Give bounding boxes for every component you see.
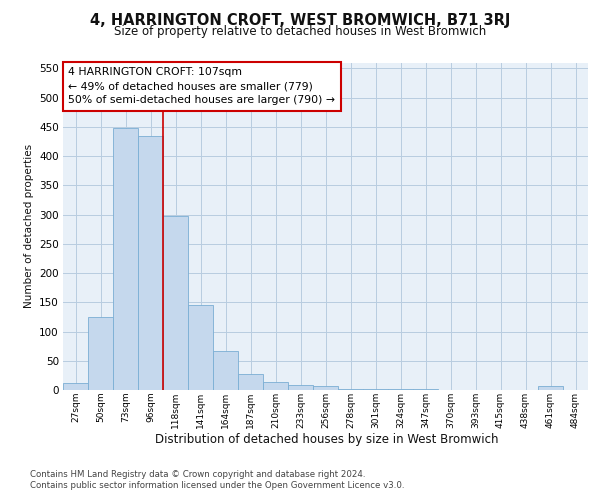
Text: Size of property relative to detached houses in West Bromwich: Size of property relative to detached ho… — [114, 25, 486, 38]
Bar — [213, 351, 238, 390]
Bar — [238, 374, 263, 390]
Text: 4 HARRINGTON CROFT: 107sqm
← 49% of detached houses are smaller (779)
50% of sem: 4 HARRINGTON CROFT: 107sqm ← 49% of deta… — [68, 68, 335, 106]
Bar — [288, 386, 313, 390]
Text: 4, HARRINGTON CROFT, WEST BROMWICH, B71 3RJ: 4, HARRINGTON CROFT, WEST BROMWICH, B71 … — [90, 12, 510, 28]
Bar — [88, 318, 113, 390]
Bar — [188, 305, 213, 390]
Text: Contains HM Land Registry data © Crown copyright and database right 2024.: Contains HM Land Registry data © Crown c… — [30, 470, 365, 479]
Bar — [313, 386, 338, 390]
Y-axis label: Number of detached properties: Number of detached properties — [23, 144, 34, 308]
Bar — [263, 382, 288, 390]
Text: Contains public sector information licensed under the Open Government Licence v3: Contains public sector information licen… — [30, 481, 404, 490]
Bar — [338, 389, 363, 390]
Text: Distribution of detached houses by size in West Bromwich: Distribution of detached houses by size … — [155, 432, 499, 446]
Bar — [538, 386, 563, 390]
Bar — [63, 383, 88, 390]
Bar — [163, 216, 188, 390]
Bar — [138, 136, 163, 390]
Bar — [113, 128, 138, 390]
